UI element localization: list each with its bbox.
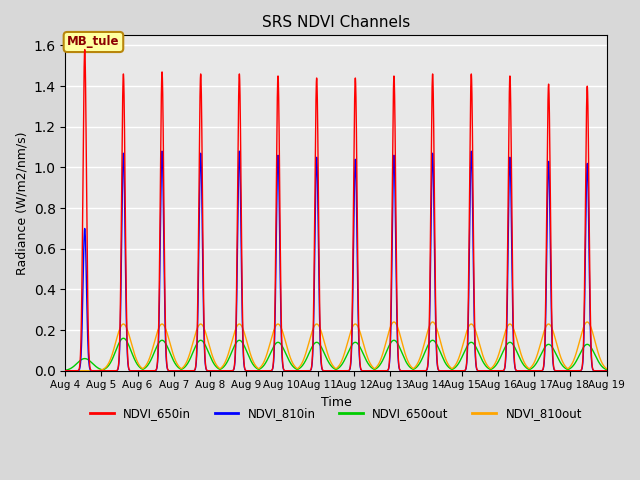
NDVI_810in: [185, 368, 193, 373]
NDVI_650out: [603, 367, 611, 372]
NDVI_810in: [603, 368, 611, 373]
NDVI_650out: [147, 357, 155, 362]
NDVI_650in: [185, 368, 193, 373]
NDVI_650out: [61, 367, 69, 373]
NDVI_810in: [188, 368, 195, 373]
Line: NDVI_810out: NDVI_810out: [65, 322, 607, 371]
NDVI_810out: [184, 357, 191, 362]
NDVI_810out: [185, 354, 193, 360]
Line: NDVI_650in: NDVI_650in: [65, 49, 607, 371]
NDVI_650in: [550, 366, 558, 372]
X-axis label: Time: Time: [321, 396, 351, 409]
NDVI_650out: [266, 352, 273, 358]
NDVI_650out: [184, 360, 191, 366]
NDVI_650in: [147, 368, 155, 373]
NDVI_810in: [266, 368, 273, 373]
NDVI_650in: [184, 368, 191, 373]
NDVI_810out: [61, 368, 69, 373]
NDVI_810out: [603, 366, 611, 372]
NDVI_650out: [188, 353, 195, 359]
NDVI_810in: [184, 368, 191, 373]
Legend: NDVI_650in, NDVI_810in, NDVI_650out, NDVI_810out: NDVI_650in, NDVI_810in, NDVI_650out, NDV…: [85, 403, 587, 425]
Title: SRS NDVI Channels: SRS NDVI Channels: [262, 15, 410, 30]
NDVI_650out: [120, 336, 127, 341]
NDVI_650in: [188, 368, 195, 373]
NDVI_650in: [266, 368, 273, 373]
NDVI_810in: [147, 368, 155, 373]
NDVI_810out: [266, 343, 273, 348]
NDVI_810out: [584, 319, 591, 325]
NDVI_810out: [188, 345, 195, 350]
NDVI_650in: [603, 368, 611, 373]
NDVI_810in: [61, 368, 69, 373]
Line: NDVI_650out: NDVI_650out: [65, 338, 607, 370]
NDVI_650in: [61, 368, 69, 373]
NDVI_810in: [158, 148, 166, 154]
Line: NDVI_810in: NDVI_810in: [65, 151, 607, 371]
NDVI_810out: [147, 351, 155, 357]
Y-axis label: Radiance (W/m2/nm/s): Radiance (W/m2/nm/s): [15, 132, 28, 275]
NDVI_810in: [550, 366, 558, 372]
Text: MB_tule: MB_tule: [67, 36, 120, 48]
NDVI_810out: [550, 331, 558, 337]
NDVI_650out: [550, 348, 558, 353]
NDVI_650in: [81, 47, 88, 52]
NDVI_650out: [185, 359, 193, 364]
